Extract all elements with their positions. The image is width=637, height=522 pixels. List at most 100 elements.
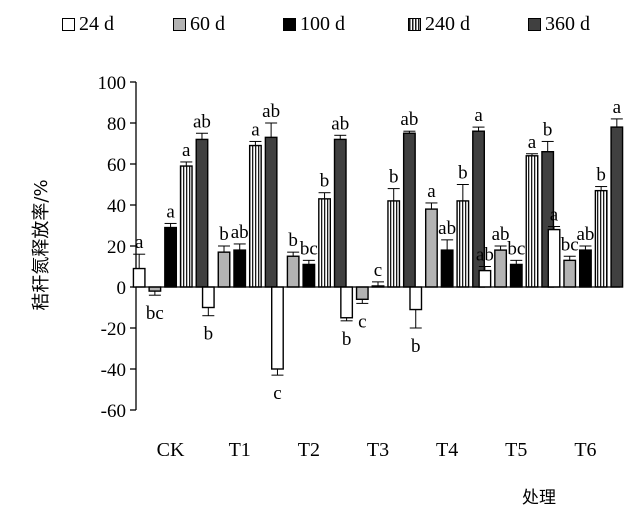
bar-24d-T1 — [201, 286, 215, 309]
legend-swatch — [408, 17, 421, 31]
significance-letter: b — [389, 167, 399, 188]
significance-letter: c — [273, 383, 281, 404]
bar-60d-T5 — [494, 249, 508, 288]
significance-letter: b — [458, 163, 468, 184]
x-tick-label: T3 — [367, 439, 389, 461]
legend-swatch — [173, 17, 186, 31]
bar-100d-T1 — [233, 249, 247, 288]
significance-letter: a — [251, 119, 260, 140]
x-tick-label: T5 — [505, 439, 527, 461]
bar-360d-T6 — [610, 126, 624, 288]
bar-60d-T3 — [355, 286, 369, 301]
bar-24d-T2 — [271, 286, 284, 370]
significance-letter: ab — [193, 111, 211, 132]
bar-240d-T1 — [248, 144, 262, 288]
significance-letter: ab — [331, 113, 349, 134]
x-axis-label: 处理 — [522, 488, 556, 508]
bar-360d-T2 — [333, 138, 347, 288]
significance-letter: b — [320, 171, 330, 192]
significance-letter: bc — [561, 234, 579, 255]
bar-360d-T1 — [264, 136, 278, 288]
bar-240d-T5 — [525, 155, 539, 288]
significance-letter: ab — [576, 224, 594, 245]
legend-item-360d: 360 d — [528, 12, 590, 36]
x-tick-label: CK — [157, 439, 185, 461]
y-tick-label: 100 — [98, 73, 127, 94]
bar-24d-T5 — [478, 269, 492, 288]
legend-swatch — [62, 17, 75, 31]
significance-letter: a — [474, 105, 483, 126]
x-tick-label: T6 — [574, 439, 596, 461]
legend-label: 360 d — [545, 13, 590, 35]
significance-letter: b — [219, 224, 229, 245]
bar-360d-CK — [195, 138, 209, 288]
significance-letter: a — [427, 181, 436, 202]
x-tick-label: T4 — [436, 439, 458, 461]
significance-letter: a — [550, 205, 559, 226]
significance-letter: ab — [400, 109, 418, 130]
bar-240d-CK — [179, 165, 193, 288]
legend: 24 d 60 d 100 d 240 d 360 d — [0, 8, 637, 42]
significance-letter: a — [135, 232, 144, 253]
legend-label: 100 d — [300, 13, 345, 35]
y-tick-label: -20 — [101, 319, 126, 340]
significance-letter: ab — [438, 218, 456, 239]
significance-letter: b — [543, 119, 553, 140]
legend-item-100d: 100 d — [283, 12, 345, 36]
significance-letter: c — [374, 260, 382, 281]
bar-24d-CK — [132, 267, 146, 288]
legend-swatch — [528, 17, 541, 31]
legend-label: 60 d — [190, 13, 225, 35]
legend-swatch — [283, 17, 296, 31]
y-tick-label: 80 — [107, 114, 126, 135]
bar-240d-T2 — [318, 198, 332, 288]
bar-240d-T6 — [594, 189, 608, 288]
legend-label: 240 d — [425, 13, 470, 35]
significance-letter: ab — [476, 245, 494, 266]
bar-60d-T4 — [424, 208, 438, 288]
significance-letter: a — [528, 132, 537, 153]
bar-60d-T6 — [563, 259, 577, 288]
x-tick-label: T1 — [229, 439, 251, 461]
y-tick-label: 0 — [117, 278, 127, 299]
significance-letter: a — [182, 140, 191, 161]
legend-label: 24 d — [79, 13, 114, 35]
y-tick-label: -60 — [101, 401, 126, 422]
bar-60d-T2 — [286, 255, 300, 288]
significance-letter: bc — [507, 238, 525, 259]
bar-60d-T1 — [217, 251, 231, 288]
significance-letter: a — [166, 201, 175, 222]
bar-24d-T3 — [340, 286, 354, 319]
bar-100d-T5 — [509, 263, 523, 288]
significance-letter: c — [358, 311, 366, 332]
y-tick-label: 20 — [107, 237, 126, 258]
significance-letter: b — [596, 165, 606, 186]
bar-240d-T4 — [456, 200, 470, 288]
significance-letter: ab — [231, 222, 249, 243]
legend-item-60d: 60 d — [173, 12, 225, 36]
bar-100d-CK — [164, 226, 178, 288]
bar-100d-T4 — [440, 249, 454, 288]
bar-100d-T2 — [302, 263, 316, 288]
bar-100d-T6 — [578, 249, 592, 288]
significance-letter: b — [411, 336, 421, 357]
legend-item-240d: 240 d — [408, 12, 470, 36]
bar-24d-T6 — [547, 228, 561, 288]
legend-item-24d: 24 d — [62, 12, 114, 36]
bar-360d-T3 — [402, 132, 416, 288]
significance-letter: b — [288, 230, 298, 251]
x-tick-label: T2 — [298, 439, 320, 461]
significance-letter: bc — [146, 303, 164, 324]
significance-letter: ab — [262, 101, 280, 122]
significance-letter: a — [613, 97, 622, 118]
bar-240d-T3 — [387, 200, 401, 288]
significance-letter: ab — [492, 224, 510, 245]
significance-letter: b — [204, 324, 214, 345]
bar-24d-T4 — [409, 286, 423, 311]
y-tick-label: 60 — [107, 155, 126, 176]
y-tick-label: -40 — [101, 360, 126, 381]
y-tick-label: 40 — [107, 196, 126, 217]
y-axis-label: 秸秆氮释放率/% — [31, 179, 52, 311]
significance-letter: bc — [300, 238, 318, 259]
